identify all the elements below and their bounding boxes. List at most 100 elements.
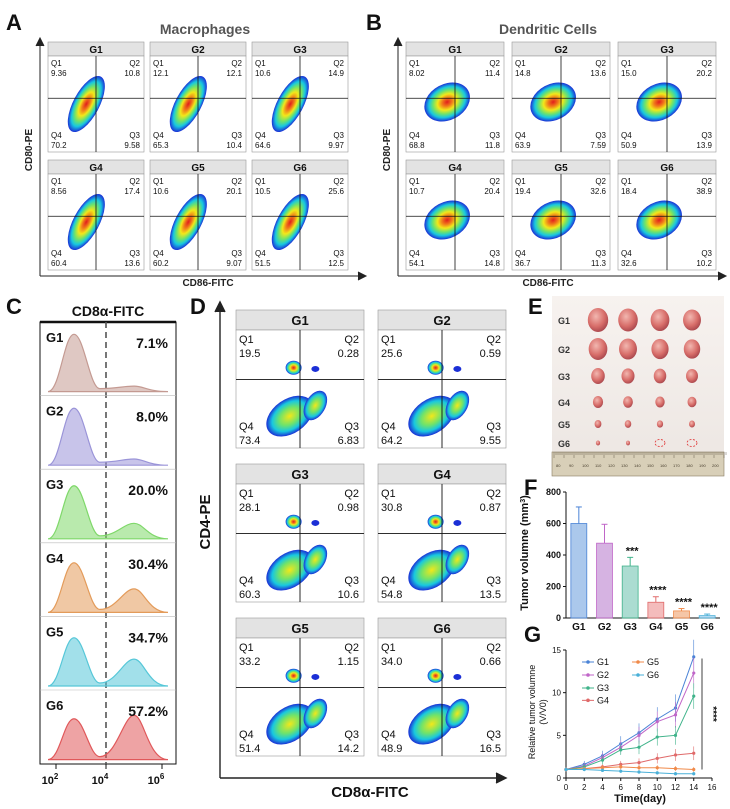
- q2-label: Q2: [231, 59, 242, 68]
- plot-group-name: G6: [293, 163, 307, 174]
- x-tick-label: 0: [564, 783, 569, 792]
- series-g6: [564, 767, 696, 776]
- q1-label: Q1: [255, 59, 266, 68]
- histogram-percent: 7.1%: [136, 335, 168, 351]
- q3-value: 7.59: [590, 141, 606, 150]
- panel-g-xlabel: Time(day): [614, 793, 666, 805]
- histogram-percent: 20.0%: [128, 482, 168, 498]
- ruler-mark-label: 130: [621, 463, 628, 468]
- q2-label: Q2: [231, 177, 242, 186]
- q2-value: 14.9: [328, 69, 344, 78]
- y-tick-label: 200: [546, 582, 561, 592]
- q1-label: Q1: [153, 177, 164, 186]
- ruler-mark-label: 150: [647, 463, 654, 468]
- q3-label: Q3: [701, 131, 712, 140]
- tumor-specimen: [686, 368, 698, 384]
- legend-label: G2: [597, 670, 609, 680]
- bar-g3: [621, 565, 639, 619]
- population-cd4: [285, 668, 302, 683]
- x-tick-label: G2: [598, 622, 612, 633]
- x-tick-label: 104: [92, 772, 109, 787]
- q2-label: Q2: [595, 177, 606, 186]
- population-double-negative: [266, 395, 314, 437]
- population-double-positive: [453, 673, 462, 680]
- tumor-specimen: [651, 338, 669, 360]
- q1-value: 9.36: [51, 69, 67, 78]
- q3-value: 14.2: [338, 743, 359, 755]
- q1-value: 8.02: [409, 69, 425, 78]
- data-point: [692, 751, 696, 755]
- missing-tumor-marker: [654, 439, 666, 447]
- series-g3: [564, 683, 696, 772]
- panel-label-g: G: [524, 622, 541, 647]
- significance-marker: ****: [675, 597, 693, 609]
- data-point: [692, 671, 696, 675]
- histogram-group-name: G4: [46, 551, 64, 566]
- legend-marker: [636, 673, 640, 677]
- bar-g6: [698, 615, 716, 619]
- data-point: [619, 748, 623, 752]
- q1-label: Q1: [515, 59, 526, 68]
- q3-label: Q3: [129, 131, 140, 140]
- population-density: [424, 200, 470, 240]
- data-point: [673, 772, 678, 776]
- population-cd8: [303, 544, 328, 575]
- q2-label: Q2: [333, 59, 344, 68]
- panel-d-cd4-cd8: CD4-PE CD8α-FITC G1 Q1 19.5 Q2 0.28 Q4 73.4 Q3 6…: [197, 300, 508, 801]
- q1-value: 19.5: [239, 348, 260, 360]
- population-density: [271, 193, 309, 251]
- tumor-specimen: [687, 396, 697, 408]
- q4-value: 60.4: [51, 259, 67, 268]
- q2-value: 10.8: [124, 69, 140, 78]
- q3-value: 9.07: [226, 259, 242, 268]
- data-point: [582, 767, 586, 772]
- series-line: [565, 695, 695, 770]
- plot-group-name: G3: [291, 467, 308, 482]
- q2-value: 0.59: [480, 348, 501, 360]
- q4-value: 64.6: [255, 141, 271, 150]
- q1-value: 30.8: [381, 502, 402, 514]
- x-tick-label: 6: [619, 783, 624, 792]
- significance-marker: ****: [649, 585, 667, 597]
- missing-tumor-marker: [686, 439, 698, 447]
- panel-a-title: Macrophages: [160, 21, 250, 37]
- panel-g-series: [564, 639, 696, 776]
- q4-label: Q4: [409, 249, 420, 258]
- q4-value: 50.9: [621, 141, 637, 150]
- q3-label: Q3: [344, 729, 359, 741]
- panel-f-tumor-volume-bar: 0 200 400 600 800 G1 G2 G3 *** G4 **** G5 **** G6 ***…: [519, 487, 720, 633]
- population-cd8: [303, 390, 328, 421]
- tumor-specimen: [683, 339, 701, 359]
- tumor-specimen: [594, 420, 602, 428]
- q3-value: 10.4: [226, 141, 242, 150]
- tumor-row-label: G1: [558, 316, 570, 326]
- q1-label: Q1: [153, 59, 164, 68]
- histogram-group-name: G6: [46, 698, 63, 713]
- x-tick-label: 8: [637, 783, 642, 792]
- data-point: [600, 768, 605, 772]
- q2-value: 20.1: [226, 187, 242, 196]
- data-point: [673, 733, 678, 737]
- plot-group-name: G1: [448, 45, 462, 56]
- population-double-negative: [266, 549, 314, 591]
- population-double-negative: [408, 703, 456, 745]
- plot-group-name: G2: [433, 313, 450, 328]
- tumor-specimen: [656, 420, 664, 428]
- panel-label-d: D: [190, 294, 206, 319]
- y-tick-label: 5: [557, 731, 562, 740]
- y-tick-label: 600: [546, 519, 561, 529]
- panel-c-histograms: CD8α-FITC G1 7.1% G2 8.0% G3 20.0% G4 30.4% G5 34…: [39, 303, 177, 787]
- q3-label: Q3: [486, 421, 501, 433]
- q3-label: Q3: [486, 729, 501, 741]
- population-cd8: [445, 544, 470, 575]
- data-point: [600, 758, 605, 762]
- q4-label: Q4: [51, 249, 62, 258]
- q3-value: 16.5: [480, 743, 501, 755]
- data-point: [692, 772, 696, 776]
- q2-value: 12.1: [226, 69, 242, 78]
- q1-label: Q1: [381, 488, 396, 500]
- data-point: [564, 767, 568, 772]
- panel-c-title: CD8α-FITC: [72, 303, 144, 319]
